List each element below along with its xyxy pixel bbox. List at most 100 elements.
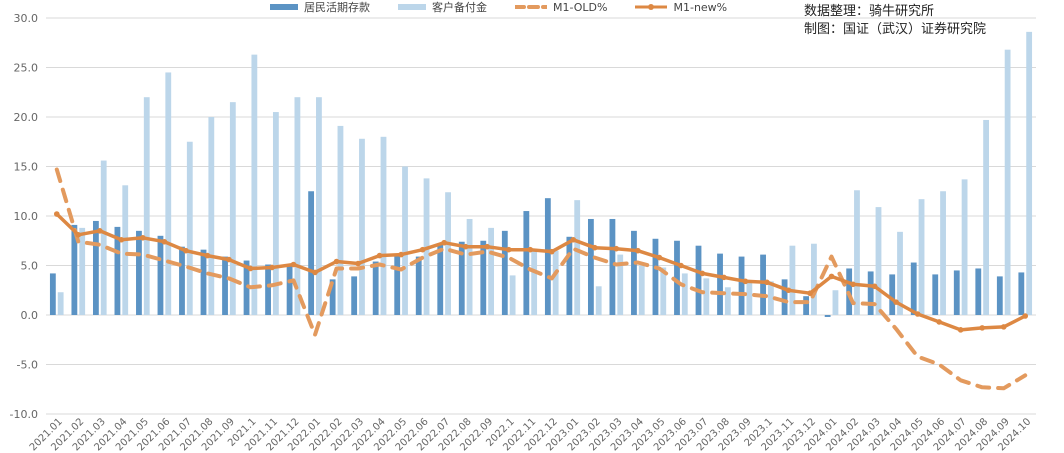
- legend-item-m1-new: M1-new%: [635, 1, 727, 14]
- bar-deposit: [889, 274, 896, 315]
- legend-label-m1-new: M1-new%: [673, 0, 728, 14]
- bar-deposit: [92, 220, 99, 315]
- bar-deposit: [674, 240, 680, 315]
- point-m1-new: [312, 269, 318, 276]
- bar-client: [229, 102, 236, 316]
- point-m1-new: [979, 325, 985, 331]
- point-m1-new: [484, 243, 490, 250]
- point-m1-new: [914, 311, 921, 317]
- bar-deposit: [157, 235, 164, 315]
- bar-client: [509, 275, 516, 315]
- bar-deposit: [136, 230, 142, 315]
- point-m1-new: [398, 251, 404, 258]
- bar-client: [961, 179, 968, 315]
- bar-deposit: [781, 279, 788, 315]
- bar-deposit: [372, 261, 379, 315]
- bar-deposit: [265, 264, 271, 315]
- point-m1-new: [807, 290, 813, 297]
- y-tick-label: 20.0: [14, 111, 39, 124]
- bar-deposit: [415, 256, 422, 315]
- bar-client: [983, 119, 990, 315]
- bar-client: [746, 280, 753, 315]
- y-tick-label: -10.0: [10, 408, 38, 421]
- bar-deposit: [996, 276, 1003, 315]
- bar-client: [875, 207, 882, 315]
- bar-client: [208, 117, 215, 315]
- bar-deposit: [953, 270, 960, 315]
- bar-deposit: [717, 253, 723, 315]
- point-m1-new: [1022, 313, 1029, 319]
- point-m1-new: [850, 281, 856, 288]
- legend: 居民活期存款 客户备付金 M1-OLD% M1-new%: [270, 0, 755, 14]
- point-m1-new: [118, 236, 125, 243]
- bar-deposit: [179, 246, 185, 315]
- point-m1-new: [161, 238, 168, 245]
- point-m1-new: [75, 232, 82, 238]
- y-tick-label: -5.0: [17, 359, 38, 372]
- bar-client: [724, 287, 731, 315]
- point-m1-new: [247, 265, 254, 272]
- bar-client: [272, 112, 279, 315]
- point-m1-new: [764, 279, 770, 286]
- bar-deposit: [329, 279, 336, 315]
- bar-client: [767, 281, 774, 315]
- bar-deposit: [71, 224, 78, 315]
- point-m1-new: [355, 260, 361, 267]
- bar-deposit: [760, 254, 766, 315]
- point-m1-new: [570, 236, 577, 243]
- bar-client: [380, 136, 387, 315]
- bar-deposit: [286, 265, 293, 315]
- bar-deposit: [523, 211, 530, 315]
- bar-client: [897, 231, 903, 315]
- bar-deposit: [932, 274, 939, 315]
- point-m1-new: [721, 274, 727, 281]
- bar-client: [466, 218, 473, 315]
- y-tick-label: 15.0: [14, 161, 39, 174]
- bar-deposit: [1018, 272, 1025, 315]
- bar-client: [638, 265, 645, 315]
- point-m1-new: [613, 245, 620, 252]
- bar-client: [660, 267, 667, 315]
- point-m1-new: [1000, 324, 1007, 330]
- bar-client: [294, 97, 301, 315]
- point-m1-new: [871, 283, 878, 290]
- bar-client: [165, 72, 172, 315]
- point-m1-new: [204, 252, 211, 259]
- legend-swatch-client: [398, 4, 426, 10]
- bar-client: [832, 290, 839, 315]
- point-m1-new: [592, 244, 598, 251]
- bar-deposit: [243, 260, 250, 315]
- point-m1-new: [656, 254, 663, 261]
- bar-client: [79, 227, 86, 315]
- point-m1-new: [828, 273, 835, 280]
- source-credit: 数据整理：骑牛研究所: [804, 4, 935, 19]
- legend-item-m1-old: M1-OLD%: [515, 1, 607, 14]
- point-m1-new: [527, 246, 534, 253]
- point-m1-new: [183, 247, 189, 254]
- bar-deposit: [351, 276, 358, 315]
- legend-label-deposit: 居民活期存款: [304, 1, 370, 14]
- bar-client: [918, 199, 925, 315]
- bar-deposit: [803, 296, 810, 315]
- bar-deposit: [544, 198, 551, 315]
- maker-credit: 制图：国证（武汉）证券研究院: [804, 22, 987, 37]
- point-m1-new: [678, 262, 684, 269]
- point-m1-new: [505, 246, 512, 253]
- legend-label-m1-old: M1-OLD%: [553, 0, 608, 14]
- point-m1-new: [742, 278, 749, 285]
- bar-deposit: [609, 218, 616, 315]
- bar-client: [854, 190, 860, 315]
- bar-client: [811, 243, 817, 315]
- bar-deposit: [114, 226, 121, 315]
- bar-deposit: [222, 256, 228, 315]
- bar-client: [143, 97, 150, 315]
- bar-client: [940, 191, 946, 315]
- bar-deposit: [824, 315, 831, 317]
- point-m1-new: [97, 228, 103, 234]
- y-tick-label: 10.0: [14, 210, 39, 223]
- bar-deposit: [566, 236, 573, 315]
- point-m1-new: [441, 239, 447, 246]
- bar-deposit: [587, 218, 594, 315]
